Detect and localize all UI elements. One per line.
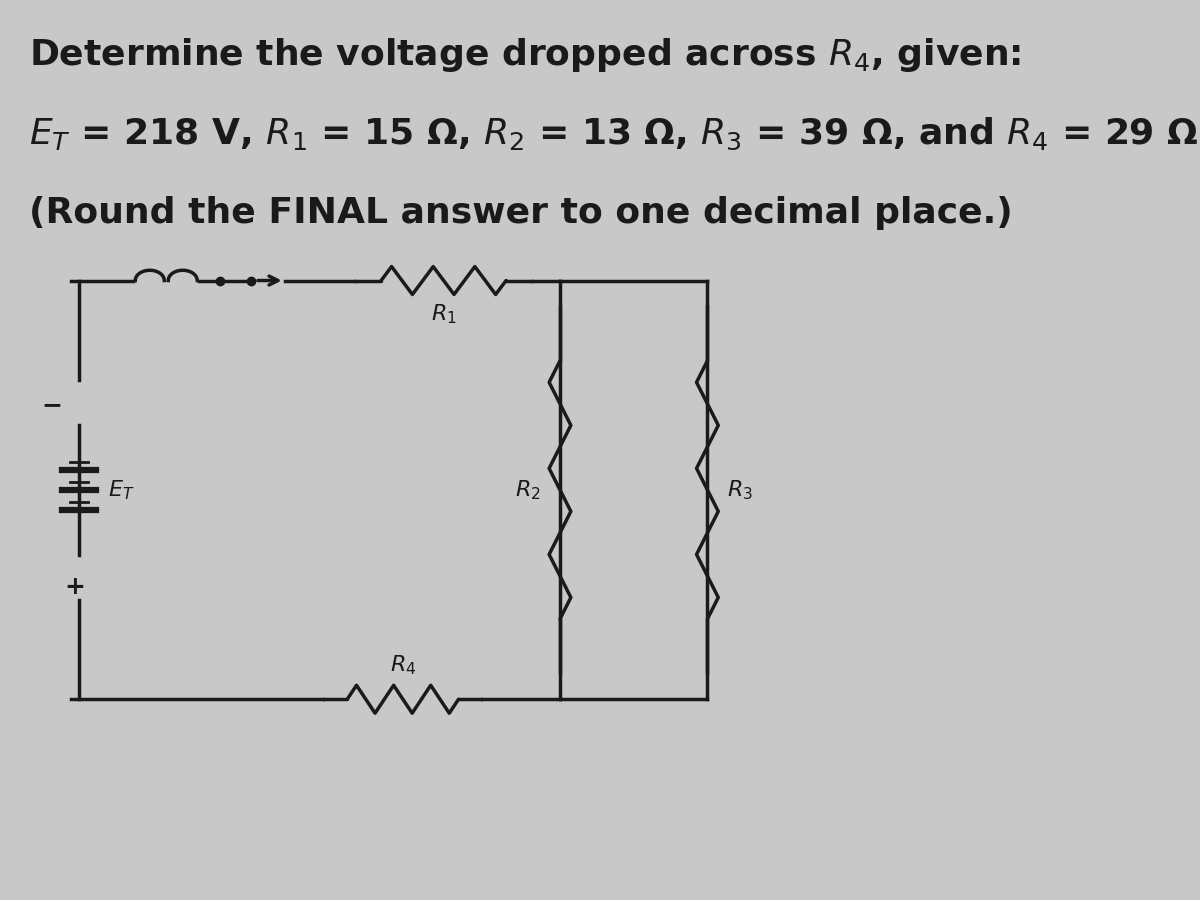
Text: $E_T$ = 218 V, $R_1$ = 15 Ω, $R_2$ = 13 Ω, $R_3$ = 39 Ω, and $R_4$ = 29 Ω: $E_T$ = 218 V, $R_1$ = 15 Ω, $R_2$ = 13 …	[29, 116, 1198, 152]
Text: $R_3$: $R_3$	[727, 478, 752, 501]
Text: +: +	[65, 574, 85, 599]
Text: $E_T$: $E_T$	[108, 478, 134, 501]
Text: Determine the voltage dropped across $R_4$, given:: Determine the voltage dropped across $R_…	[29, 36, 1021, 75]
Text: $R_2$: $R_2$	[515, 478, 540, 501]
Text: $R_4$: $R_4$	[390, 653, 416, 678]
Text: $R_1$: $R_1$	[431, 302, 456, 326]
Text: (Round the FINAL answer to one decimal place.): (Round the FINAL answer to one decimal p…	[29, 196, 1013, 230]
Text: −: −	[41, 393, 62, 417]
